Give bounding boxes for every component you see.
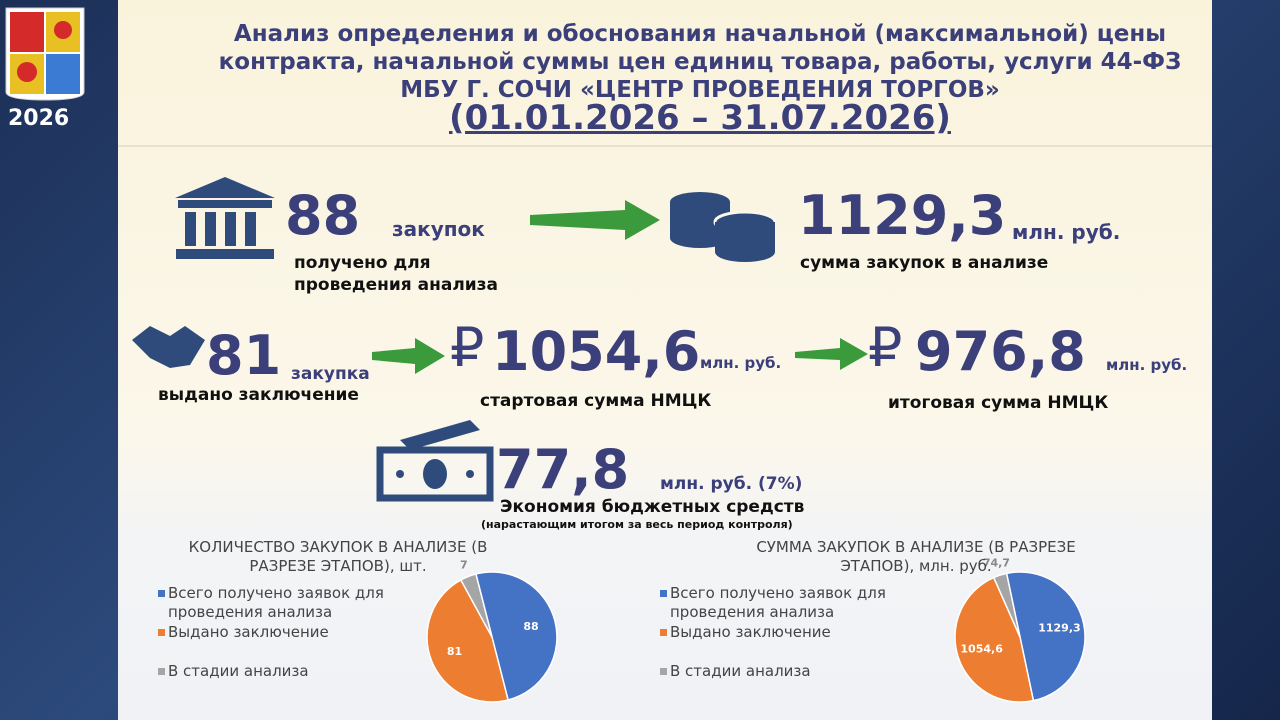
data-label: 1129,3	[1038, 622, 1080, 635]
legend-item: Всего получено заявок для проведения ана…	[660, 584, 910, 622]
stat-unit: млн. руб.	[700, 354, 782, 372]
data-label: 74,7	[983, 557, 1010, 570]
period: (01.01.2026 – 31.07.2026)	[449, 98, 951, 138]
stat-number: 1129,3	[798, 184, 1007, 247]
stat-caption: выдано заключение	[158, 385, 359, 405]
stat-number: 77,8	[496, 438, 630, 501]
legend-swatch	[660, 668, 667, 675]
data-label: 1054,6	[960, 642, 1003, 655]
pie-slice	[1005, 571, 1086, 702]
stat-caption: Экономия бюджетных средств	[500, 497, 805, 517]
pie-slice	[954, 576, 1035, 703]
year-badge: 2026	[8, 106, 70, 131]
stat-caption: получено для проведения анализа	[294, 253, 499, 295]
chart-title: СУММА ЗАКУПОК В АНАЛИЗЕ (В РАЗРЕЗЕ ЭТАПО…	[756, 538, 1076, 575]
stat-unit: млн. руб.	[1012, 220, 1121, 244]
header-title: Анализ определения и обоснования начальн…	[180, 20, 1220, 104]
legend-swatch	[660, 629, 667, 636]
stat-unit: закупок	[392, 217, 485, 241]
arrows	[372, 200, 868, 374]
pie-slice	[426, 578, 509, 703]
stat-number: 976,8	[915, 320, 1086, 383]
stat-unit: млн. руб.	[1106, 356, 1188, 374]
legend-swatch	[158, 668, 165, 675]
legend-label: В стадии анализа	[670, 662, 811, 680]
legend-item: В стадии анализа	[660, 662, 910, 681]
legend-item: Выдано заключение	[660, 623, 910, 642]
legend-item: Всего получено заявок для проведения ана…	[158, 584, 408, 622]
stat-caption: стартовая сумма НМЦК	[480, 391, 712, 411]
legend-item: Выдано заключение	[158, 623, 408, 642]
bank-icon	[175, 177, 275, 259]
stat-unit: закупка	[291, 364, 370, 384]
money-icon	[376, 420, 494, 502]
title-line: контракта, начальной суммы цен единиц то…	[218, 49, 1182, 75]
legend-item: В стадии анализа	[158, 662, 408, 681]
currency-sign: ₽	[450, 316, 485, 379]
legend-swatch	[158, 629, 165, 636]
coins-icon	[670, 192, 777, 262]
legend-swatch	[158, 590, 165, 597]
title-line: МБУ Г. СОЧИ «ЦЕНТР ПРОВЕДЕНИЯ ТОРГОВ»	[400, 77, 1000, 103]
stat-unit: млн. руб. (7%)	[660, 474, 803, 494]
pie-slice	[992, 572, 1021, 638]
data-label: 88	[523, 620, 538, 633]
pie-slice	[475, 571, 558, 701]
legend-label: В стадии анализа	[168, 662, 309, 680]
coat-of-arms	[5, 7, 85, 101]
title-line: Анализ определения и обоснования начальн…	[233, 21, 1167, 47]
legend-label: Выдано заключение	[168, 623, 329, 641]
stat-caption: сумма закупок в анализе	[800, 253, 1049, 273]
chart-title: КОЛИЧЕСТВО ЗАКУПОК В АНАЛИЗЕ (В РАЗРЕЗЕ …	[188, 538, 488, 575]
stat-note: (нарастающим итогом за весь период контр…	[481, 518, 793, 531]
legend-label: Всего получено заявок для проведения ана…	[670, 584, 886, 621]
stat-number: 1054,6	[492, 320, 701, 383]
legend-label: Выдано заключение	[670, 623, 831, 641]
stat-caption: итоговая сумма НМЦК	[888, 393, 1109, 413]
stat-number: 81	[206, 324, 282, 387]
legend-label: Всего получено заявок для проведения ана…	[168, 584, 384, 621]
data-label: 7	[460, 558, 468, 571]
data-label: 81	[447, 645, 462, 658]
stat-number: 88	[285, 184, 361, 247]
pie-slice	[459, 573, 493, 638]
currency-sign: ₽	[868, 316, 903, 379]
legend-swatch	[660, 590, 667, 597]
handshake-icon	[132, 326, 205, 368]
